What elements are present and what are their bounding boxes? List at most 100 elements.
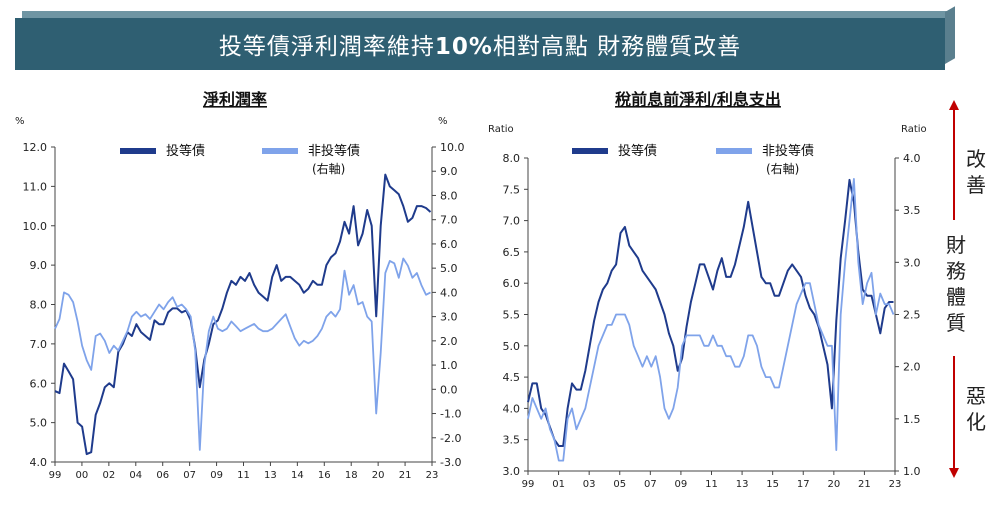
chart1-ytick-label: 9.0 — [30, 259, 48, 272]
chart2-legend-swatch-hy — [716, 148, 752, 154]
chart1-y2tick-label: -2.0 — [440, 432, 461, 445]
chart2-ytick-label: 6.5 — [503, 246, 521, 259]
chart1-xtick-label: 11 — [237, 470, 250, 481]
chart1-series-hy-line — [54, 257, 431, 451]
chart2-ytick-label: 5.5 — [503, 309, 521, 322]
chart1-y2tick-label: 5.0 — [440, 262, 458, 275]
chart1-ytick-label: 10.0 — [23, 220, 48, 233]
side-label-health: 財務體質 — [946, 233, 966, 335]
banner-bevel-right — [945, 6, 955, 64]
side-arrow-head-up — [949, 100, 959, 110]
side-label-worsen: 惡化 — [966, 384, 986, 434]
banner-bevel-top — [22, 11, 952, 19]
chart1-y2tick-label: 7.0 — [440, 214, 458, 227]
chart1-ytick-label: 5.0 — [30, 417, 48, 430]
chart1-ytick-label: 7.0 — [30, 338, 48, 351]
chart2-y2tick-label: 1.5 — [903, 413, 921, 426]
chart1-series-ig-line — [54, 173, 432, 456]
chart2-ytick-label: 8.0 — [503, 152, 521, 165]
chart1-y2tick-label: 9.0 — [440, 165, 458, 178]
chart2-xtick-label: 15 — [766, 479, 779, 490]
chart2-y2tick-label: 1.0 — [903, 465, 921, 478]
chart1-xtick-label: 00 — [76, 470, 89, 481]
chart2-ytick-label: 7.0 — [503, 215, 521, 228]
chart1-ytick-label: 11.0 — [23, 180, 48, 193]
side-label-improve: 改善 — [966, 147, 986, 197]
chart2-xtick-label: 03 — [583, 479, 596, 490]
chart2-y2tick-label: 3.0 — [903, 256, 921, 269]
chart1-xtick-label: 99 — [49, 470, 62, 481]
chart2-xtick-label: 23 — [889, 479, 902, 490]
chart2-legend-swatch-ig — [572, 148, 608, 154]
chart1-xtick-label: 02 — [102, 470, 115, 481]
chart-interest-coverage: 稅前息前淨利/利息支出 Ratio Ratio 3.0 3.5 4.0 4.5 5.0 5.5 6… — [488, 90, 927, 490]
chart2-right-unit: Ratio — [901, 124, 927, 135]
chart1-xtick-label: 06 — [156, 470, 169, 481]
chart2-y2tick-label: 2.5 — [903, 309, 921, 322]
chart2-xtick-label: 99 — [522, 479, 535, 490]
chart1-left-unit: % — [15, 116, 25, 127]
chart2-ytick-label: 3.0 — [503, 465, 521, 478]
chart2-y2tick-label: 3.5 — [903, 204, 921, 217]
chart1-y2tick-label: 0.0 — [440, 383, 458, 396]
chart1-ytick-label: 12.0 — [23, 141, 48, 154]
chart1-legend-label-ig: 投等債 — [166, 143, 205, 159]
chart1-y2tick-label: 6.0 — [440, 238, 458, 251]
chart2-xtick-label: 21 — [858, 479, 871, 490]
chart1-y2tick-label: -3.0 — [440, 456, 461, 469]
chart2-series-hy-line — [527, 178, 895, 462]
banner-title-bold: 10% — [434, 34, 493, 60]
chart1-right-unit: % — [438, 116, 448, 127]
banner-title-prefix: 投等債淨利潤率維持 — [218, 34, 435, 60]
chart1-y2tick-label: 8.0 — [440, 189, 458, 202]
chart2-y2tick-label: 2.0 — [903, 361, 921, 374]
chart1-xtick-label: 16 — [318, 470, 331, 481]
chart2-series-ig-line — [527, 178, 894, 447]
chart2-ytick-label: 4.0 — [503, 402, 521, 415]
chart2-left-unit: Ratio — [488, 124, 514, 135]
chart2-ytick-label: 6.0 — [503, 277, 521, 290]
chart1-legend-label-hy: 非投等債 — [308, 143, 360, 159]
chart2-ytick-label: 5.0 — [503, 340, 521, 353]
chart2-legend-sublabel: (右軸) — [766, 161, 799, 176]
chart2-title: 稅前息前淨利/利息支出 — [615, 90, 781, 109]
chart2-ytick-label: 7.5 — [503, 183, 521, 196]
chart2-xtick-label: 05 — [613, 479, 626, 490]
chart2-xtick-label: 17 — [797, 479, 810, 490]
chart1-title: 淨利潤率 — [203, 90, 267, 109]
chart1-xtick-label: 13 — [264, 470, 277, 481]
chart2-xtick-label: 01 — [552, 479, 565, 490]
chart1-y2tick-label: 4.0 — [440, 286, 458, 299]
chart1-y2tick-label: 2.0 — [440, 335, 458, 348]
chart2-legend-label-hy: 非投等債 — [762, 143, 814, 159]
side-arrow — [949, 100, 959, 478]
banner: 投等債淨利潤率維持10%相對高點 財務體質改善 — [15, 18, 945, 70]
chart1-xtick-label: 07 — [183, 470, 196, 481]
chart1-y2tick-label: -1.0 — [440, 408, 461, 421]
chart1-xtick-label: 09 — [210, 470, 223, 481]
chart1-xtick-label: 20 — [372, 470, 385, 481]
chart2-xtick-label: 13 — [736, 479, 749, 490]
chart1-y2tick-label: 3.0 — [440, 311, 458, 324]
chart1-xtick-label: 04 — [129, 470, 142, 481]
chart2-legend-label-ig: 投等債 — [618, 143, 657, 159]
chart1-xtick-label: 18 — [345, 470, 358, 481]
chart-net-margin: 淨利潤率% % 4.0 5.0 6.0 7.0 8.0 9.0 10.0 11.0 12.0 -3.0… — [15, 90, 465, 481]
chart1-legend-sublabel: (右軸) — [312, 161, 345, 176]
chart2-y2tick-label: 4.0 — [903, 152, 921, 165]
chart2-xtick-label: 11 — [705, 479, 718, 490]
side-arrow-head-down — [949, 468, 959, 478]
chart1-ytick-label: 8.0 — [30, 299, 48, 312]
chart1-y2tick-label: 10.0 — [440, 141, 465, 154]
chart1-ytick-label: 6.0 — [30, 377, 48, 390]
chart1-xtick-label: 23 — [426, 470, 439, 481]
chart1-ytick-label: 4.0 — [30, 456, 48, 469]
chart2-ytick-label: 3.5 — [503, 434, 521, 447]
banner-title-suffix: 相對高點 財務體質改善 — [492, 34, 742, 60]
chart1-legend-swatch-hy — [262, 148, 298, 154]
banner-title: 投等債淨利潤率維持10%相對高點 財務體質改善 — [219, 27, 741, 61]
chart2-xtick-label: 09 — [675, 479, 688, 490]
chart2-ytick-label: 4.5 — [503, 371, 521, 384]
chart1-xtick-label: 21 — [399, 470, 412, 481]
chart2-xtick-label: 07 — [644, 479, 657, 490]
